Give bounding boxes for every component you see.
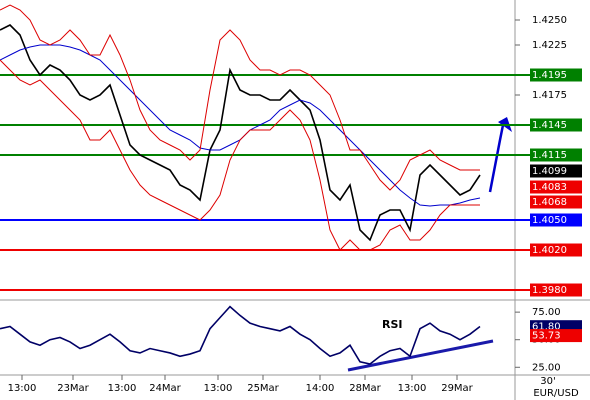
x-tick-label: 28Mar bbox=[349, 383, 381, 394]
x-tick-label: 13:00 bbox=[108, 383, 137, 394]
level-label: 1.4099 bbox=[532, 166, 567, 177]
level-label: 1.4068 bbox=[532, 197, 567, 208]
rsi-title: RSI bbox=[382, 318, 403, 331]
level-label: 53.73 bbox=[532, 331, 561, 342]
period: 30' bbox=[540, 376, 555, 387]
symbol: EUR/USD bbox=[533, 388, 579, 399]
level-label: 1.4115 bbox=[532, 150, 567, 161]
series-line bbox=[0, 59, 480, 251]
level-box bbox=[530, 148, 582, 162]
level-label: 1.4195 bbox=[532, 70, 567, 81]
level-box bbox=[530, 243, 582, 257]
series-line bbox=[0, 24, 481, 242]
level-box bbox=[530, 68, 582, 82]
level-box bbox=[530, 213, 582, 227]
level-label: 1.4145 bbox=[532, 120, 567, 131]
y-tick-label: 75.00 bbox=[532, 307, 561, 318]
rsi-trendline bbox=[347, 339, 494, 372]
x-tick-label: 14:00 bbox=[306, 383, 335, 394]
level-label: 1.4050 bbox=[532, 215, 567, 226]
level-label: 1.4083 bbox=[532, 182, 567, 193]
level-label: 1.4020 bbox=[532, 245, 567, 256]
level-label: 61.80 bbox=[532, 322, 561, 333]
x-tick-label: 24Mar bbox=[149, 383, 181, 394]
y-tick-label: 1.4250 bbox=[532, 15, 567, 26]
level-box bbox=[530, 164, 582, 178]
series-line bbox=[0, 4, 480, 191]
level-box bbox=[530, 195, 582, 209]
level-box bbox=[530, 283, 582, 297]
y-tick-label: 25.00 bbox=[532, 362, 561, 373]
x-tick-label: 23Mar bbox=[57, 383, 89, 394]
forecast-arrow bbox=[488, 119, 506, 193]
y-tick-label: 1.4225 bbox=[532, 40, 567, 51]
level-box bbox=[530, 180, 582, 194]
level-box bbox=[530, 329, 582, 343]
level-label: 1.3980 bbox=[532, 285, 567, 296]
y-tick-label: 1.4175 bbox=[532, 90, 567, 101]
series-line bbox=[0, 305, 481, 365]
x-tick-label: 13:00 bbox=[8, 383, 37, 394]
x-tick-label: 25Mar bbox=[247, 383, 279, 394]
x-tick-label: 13:00 bbox=[204, 383, 233, 394]
x-tick-label: 13:00 bbox=[398, 383, 427, 394]
level-box bbox=[530, 118, 582, 132]
x-tick-label: 29Mar bbox=[441, 383, 473, 394]
